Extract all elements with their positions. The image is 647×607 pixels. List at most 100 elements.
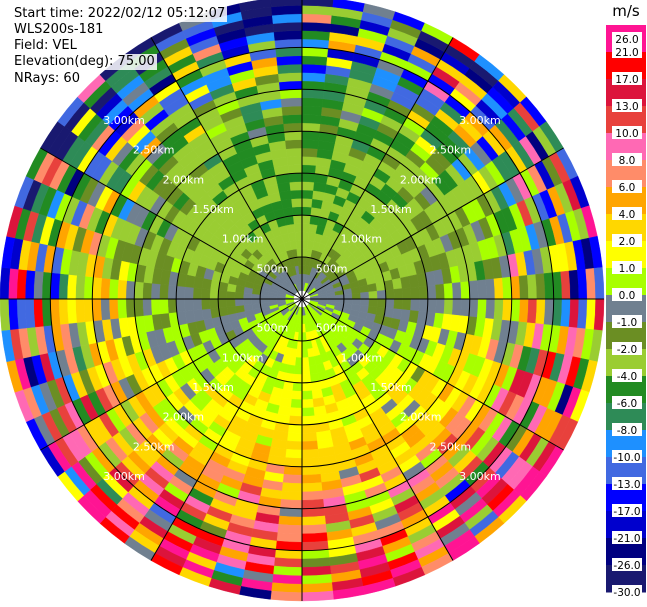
- azimuth-spoke: [40, 147, 303, 300]
- velocity-gate: [385, 298, 395, 309]
- velocity-gate: [518, 275, 529, 300]
- velocity-gate: [294, 231, 303, 241]
- colorbar-tick-label: -8.0: [617, 425, 638, 437]
- velocity-gate: [100, 277, 111, 300]
- velocity-gate: [283, 465, 303, 476]
- velocity-gate: [0, 267, 11, 300]
- colorbar-tick-bg: [612, 558, 642, 571]
- velocity-gate: [271, 5, 303, 16]
- velocity-gate: [535, 273, 546, 300]
- colorbar-tick-bg: [612, 45, 642, 58]
- velocity-gate: [527, 298, 538, 324]
- velocity-gate: [234, 298, 244, 307]
- velocity-gate: [301, 164, 317, 175]
- velocity-gate: [301, 557, 331, 568]
- velocity-gate: [493, 277, 504, 300]
- velocity-gate: [301, 105, 323, 116]
- colorbar-tick-bg: [612, 342, 642, 355]
- velocity-gate: [92, 276, 102, 300]
- velocity-gate: [281, 482, 303, 493]
- range-label: 1.00km: [341, 233, 383, 246]
- velocity-gate: [293, 223, 303, 233]
- velocity-gate: [301, 72, 326, 83]
- velocity-gate: [100, 298, 111, 321]
- velocity-gate: [286, 440, 303, 451]
- velocity-gate: [8, 268, 19, 300]
- velocity-gate: [577, 298, 588, 330]
- velocity-gate: [301, 189, 314, 200]
- velocity-gate: [125, 280, 136, 300]
- velocity-gate: [301, 357, 310, 367]
- velocity-gate: [142, 282, 153, 300]
- velocity-gate: [301, 490, 324, 501]
- velocity-gate: [301, 348, 309, 358]
- velocity-gate: [301, 423, 317, 434]
- velocity-gate: [184, 298, 194, 312]
- velocity-gate: [301, 147, 318, 158]
- range-label: 3.00km: [103, 470, 145, 483]
- velocity-gate: [301, 565, 332, 577]
- velocity-gate: [270, 590, 303, 602]
- velocity-gate: [283, 122, 303, 133]
- colorbar-tick-label: -2.0: [617, 344, 638, 356]
- velocity-gate: [292, 206, 303, 216]
- velocity-gate: [360, 291, 370, 300]
- velocity-gate: [201, 298, 211, 310]
- velocity-gate: [201, 288, 211, 300]
- velocity-gate: [167, 284, 178, 300]
- velocity-gate: [301, 122, 321, 133]
- velocity-gate: [238, 0, 272, 13]
- velocity-gate: [75, 298, 86, 323]
- velocity-gate: [301, 97, 324, 108]
- range-label: 2.00km: [400, 411, 442, 424]
- velocity-gate: [287, 423, 303, 434]
- velocity-gate: [159, 298, 169, 315]
- range-label: 3.00km: [459, 114, 501, 127]
- velocity-gate: [192, 287, 203, 300]
- velocity-gate: [16, 268, 27, 300]
- velocity-gate: [280, 490, 303, 501]
- colorbar-tick-bg: [612, 99, 642, 112]
- colorbar-tick-label: 2.0: [619, 236, 636, 248]
- velocity-gate: [301, 5, 333, 16]
- velocity-gate: [301, 55, 328, 66]
- colorbar-tick-bg: [612, 180, 642, 193]
- velocity-gate: [367, 283, 378, 293]
- colorbar-tick-bg: [612, 153, 642, 166]
- velocity-gate: [287, 164, 303, 175]
- azimuth-spoke: [301, 37, 454, 300]
- velocity-gate: [277, 524, 303, 535]
- colorbar-tick-label: -17.0: [613, 506, 640, 518]
- velocity-gate: [217, 298, 228, 308]
- velocity-gate: [288, 415, 303, 426]
- colorbar-tick-bg: [612, 477, 642, 490]
- velocity-gate: [435, 283, 445, 300]
- colorbar-tick-bg: [612, 315, 642, 328]
- velocity-gate: [273, 557, 303, 568]
- colorbar-tick-label: -21.0: [613, 533, 640, 545]
- range-label: 1.50km: [370, 203, 412, 216]
- velocity-gate: [273, 30, 303, 41]
- velocity-gate: [410, 298, 420, 312]
- velocity-gate: [301, 415, 316, 426]
- velocity-gate: [297, 256, 303, 266]
- velocity-gate: [301, 524, 327, 535]
- colorbar-tick-bg: [612, 396, 642, 409]
- velocity-gate: [401, 298, 412, 311]
- velocity-gate: [108, 298, 119, 320]
- velocity-gate: [460, 298, 470, 317]
- velocity-gate: [301, 448, 319, 459]
- velocity-gate: [301, 532, 328, 543]
- velocity-gate: [301, 114, 322, 125]
- colorbar-tick-label: 10.0: [615, 128, 638, 140]
- velocity-gate: [593, 267, 605, 300]
- velocity-gate: [585, 268, 596, 300]
- velocity-gate: [24, 298, 36, 329]
- range-label: 1.00km: [222, 351, 264, 364]
- velocity-gate: [301, 457, 320, 467]
- velocity-gate: [301, 382, 312, 392]
- velocity-gate: [301, 499, 325, 509]
- start-time-label: Start time: 2022/02/12 05:12:07: [12, 6, 228, 22]
- colorbar-tick-bg: [612, 207, 642, 220]
- field-label: Field: VEL: [12, 38, 79, 54]
